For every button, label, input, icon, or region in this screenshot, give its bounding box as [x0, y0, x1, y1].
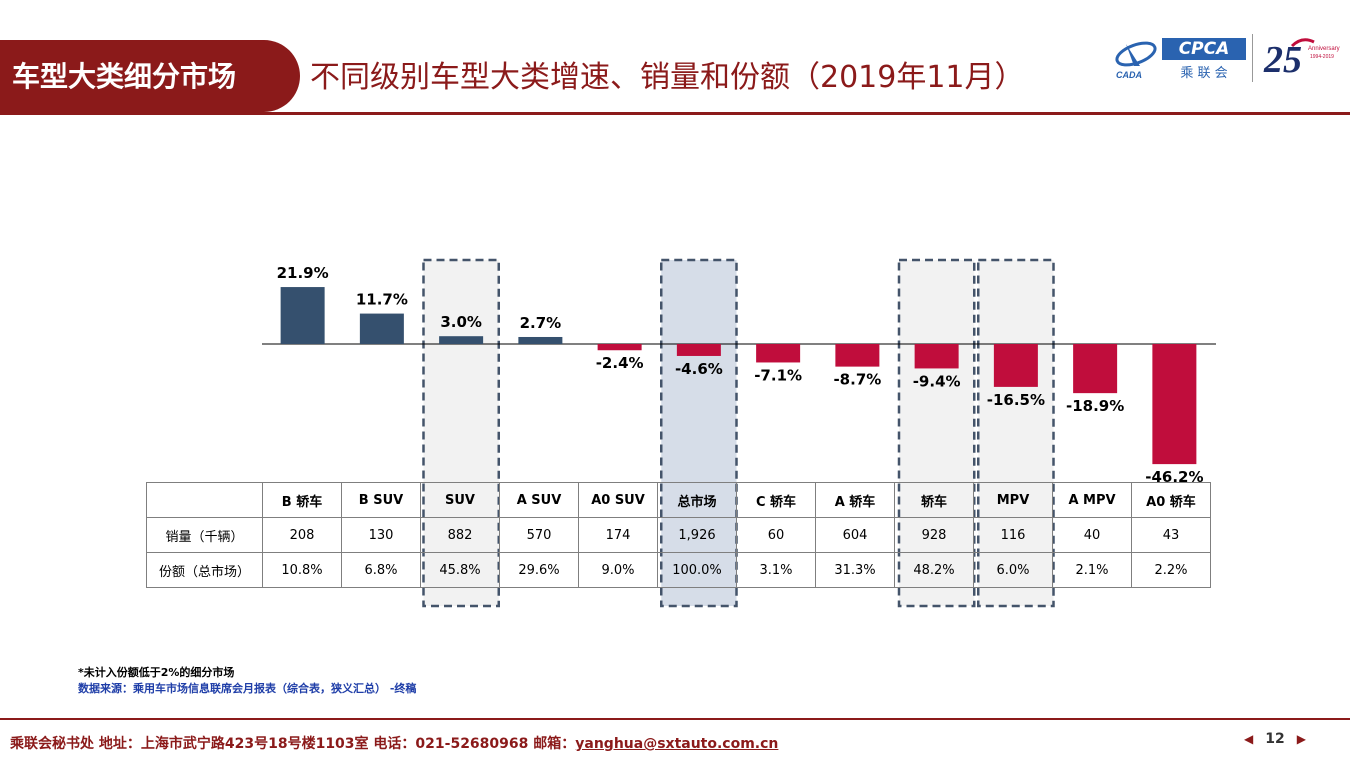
- table-cell: 29.6%: [499, 552, 579, 588]
- anniversary-text: Anniversary: [1308, 46, 1340, 52]
- anniversary-25-logo-icon: 25 Anniversary 1994-2019: [1263, 38, 1340, 81]
- triangle-left-icon[interactable]: ◀: [1244, 732, 1254, 746]
- cpca-logo-sub: 乘 联 会: [1180, 66, 1228, 81]
- bar-5: [676, 344, 721, 356]
- header-divider: [0, 112, 1350, 115]
- bar-value-label-2: 3.0%: [440, 313, 482, 331]
- table-cell: 43: [1131, 517, 1211, 553]
- table-header-cell: B SUV: [341, 482, 421, 518]
- bar-value-label-4: -2.4%: [596, 354, 644, 372]
- bar-11: [1152, 344, 1197, 465]
- table-corner-cell: [146, 482, 263, 518]
- table-cell: 208: [262, 517, 342, 553]
- bar-2: [439, 336, 484, 344]
- bar-9: [993, 344, 1038, 387]
- table-cell: 174: [578, 517, 658, 553]
- table-cell: 10.8%: [262, 552, 342, 588]
- table-header-row: B 轿车 B SUV SUV A SUV A0 SUV 总市场 C 轿车 A 轿车 轿车 MPV A…: [146, 482, 1211, 518]
- footer-divider: [0, 718, 1350, 720]
- table-cell: 31.3%: [815, 552, 895, 588]
- bar-10: [1073, 344, 1118, 394]
- bar-0: [280, 287, 325, 344]
- table-cell: 100.0%: [657, 552, 737, 588]
- table-row: 份额（总市场） 10.8% 6.8% 45.8% 29.6% 9.0% 100.0% 3.1%…: [146, 552, 1211, 588]
- table-header-cell: SUV: [420, 482, 500, 518]
- table-cell: 2.2%: [1131, 552, 1211, 588]
- page-title: 不同级别车型大类增速、销量和份额（2019年11月）: [310, 60, 1025, 95]
- footnote: *未计入份额低于2%的细分市场: [78, 666, 235, 679]
- logo-divider: [1252, 34, 1253, 82]
- anniversary-years: 1994-2019: [1310, 54, 1334, 60]
- table-cell: 9.0%: [578, 552, 658, 588]
- footer-contact: 乘联会秘书处 地址：上海市武宁路423号18号楼1103室 电话：021-526…: [10, 733, 778, 753]
- table-cell: 2.1%: [1052, 552, 1132, 588]
- table-cell: 3.1%: [736, 552, 816, 588]
- table-header-cell: A 轿车: [815, 482, 895, 518]
- table-cell: 604: [815, 517, 895, 553]
- footer-email-link[interactable]: yanghua@sxtauto.com.cn: [575, 736, 779, 752]
- cpca-logo: CPCA: [1162, 38, 1246, 60]
- table-cell: 1,926: [657, 517, 737, 553]
- bar-1: [359, 313, 404, 344]
- triangle-right-icon[interactable]: ▶: [1296, 732, 1306, 746]
- bar-value-label-8: -9.4%: [913, 372, 961, 390]
- cada-logo-text: CADA: [1116, 70, 1142, 80]
- bar-value-label-11: -46.2%: [1145, 468, 1203, 486]
- table-cell: 570: [499, 517, 579, 553]
- bar-value-label-7: -8.7%: [833, 371, 881, 389]
- table-header-cell: A0 轿车: [1131, 482, 1211, 518]
- table-cell: 130: [341, 517, 421, 553]
- bar-value-label-0: 21.9%: [277, 264, 329, 282]
- table-cell: 928: [894, 517, 974, 553]
- cada-logo-icon: CADA: [1115, 41, 1157, 80]
- bar-3: [518, 336, 563, 344]
- table-header-cell: 总市场: [657, 482, 737, 518]
- table-cell: 40: [1052, 517, 1132, 553]
- table-cell: 45.8%: [420, 552, 500, 588]
- bar-7: [835, 344, 880, 367]
- table-cell: 882: [420, 517, 500, 553]
- table-cell: 6.0%: [973, 552, 1053, 588]
- table-header-cell: B 轿车: [262, 482, 342, 518]
- bar-6: [756, 344, 801, 363]
- svg-text:25: 25: [1263, 39, 1302, 81]
- section-tab: [0, 40, 300, 112]
- bar-value-label-1: 11.7%: [356, 291, 408, 309]
- table-header-cell: C 轿车: [736, 482, 816, 518]
- table-header-cell: A0 SUV: [578, 482, 658, 518]
- bar-8: [914, 344, 959, 369]
- bar-value-label-5: -4.6%: [675, 360, 723, 378]
- data-source: 数据来源：乘用车市场信息联席会月报表（综合表，狭义汇总） -终稿: [78, 682, 417, 695]
- bar-value-label-9: -16.5%: [987, 391, 1045, 409]
- bar-value-label-3: 2.7%: [520, 314, 562, 332]
- footer-address: 乘联会秘书处 地址：上海市武宁路423号18号楼1103室 电话：021-526…: [10, 736, 576, 752]
- table-header-cell: 轿车: [894, 482, 974, 518]
- table-cell: 48.2%: [894, 552, 974, 588]
- pager: ◀ 12 ▶: [1244, 731, 1306, 747]
- table-header-cell: A SUV: [499, 482, 579, 518]
- sales-share-table: B 轿车 B SUV SUV A SUV A0 SUV 总市场 C 轿车 A 轿车 轿车 MPV A…: [146, 482, 1211, 588]
- table-cell: 6.8%: [341, 552, 421, 588]
- bar-value-label-6: -7.1%: [754, 366, 802, 384]
- table-row-label: 销量（千辆）: [146, 517, 263, 553]
- bar-4: [597, 344, 642, 351]
- table-cell: 116: [973, 517, 1053, 553]
- table-cell: 60: [736, 517, 816, 553]
- table-row: 销量（千辆） 208 130 882 570 174 1,926 60 604 928 116 40 4…: [146, 517, 1211, 553]
- section-title: 车型大类细分市场: [12, 60, 237, 93]
- table-header-cell: MPV: [973, 482, 1053, 518]
- table-row-label: 份额（总市场）: [146, 552, 263, 588]
- bar-value-label-10: -18.9%: [1066, 397, 1124, 415]
- table-header-cell: A MPV: [1052, 482, 1132, 518]
- page-number: 12: [1265, 731, 1285, 747]
